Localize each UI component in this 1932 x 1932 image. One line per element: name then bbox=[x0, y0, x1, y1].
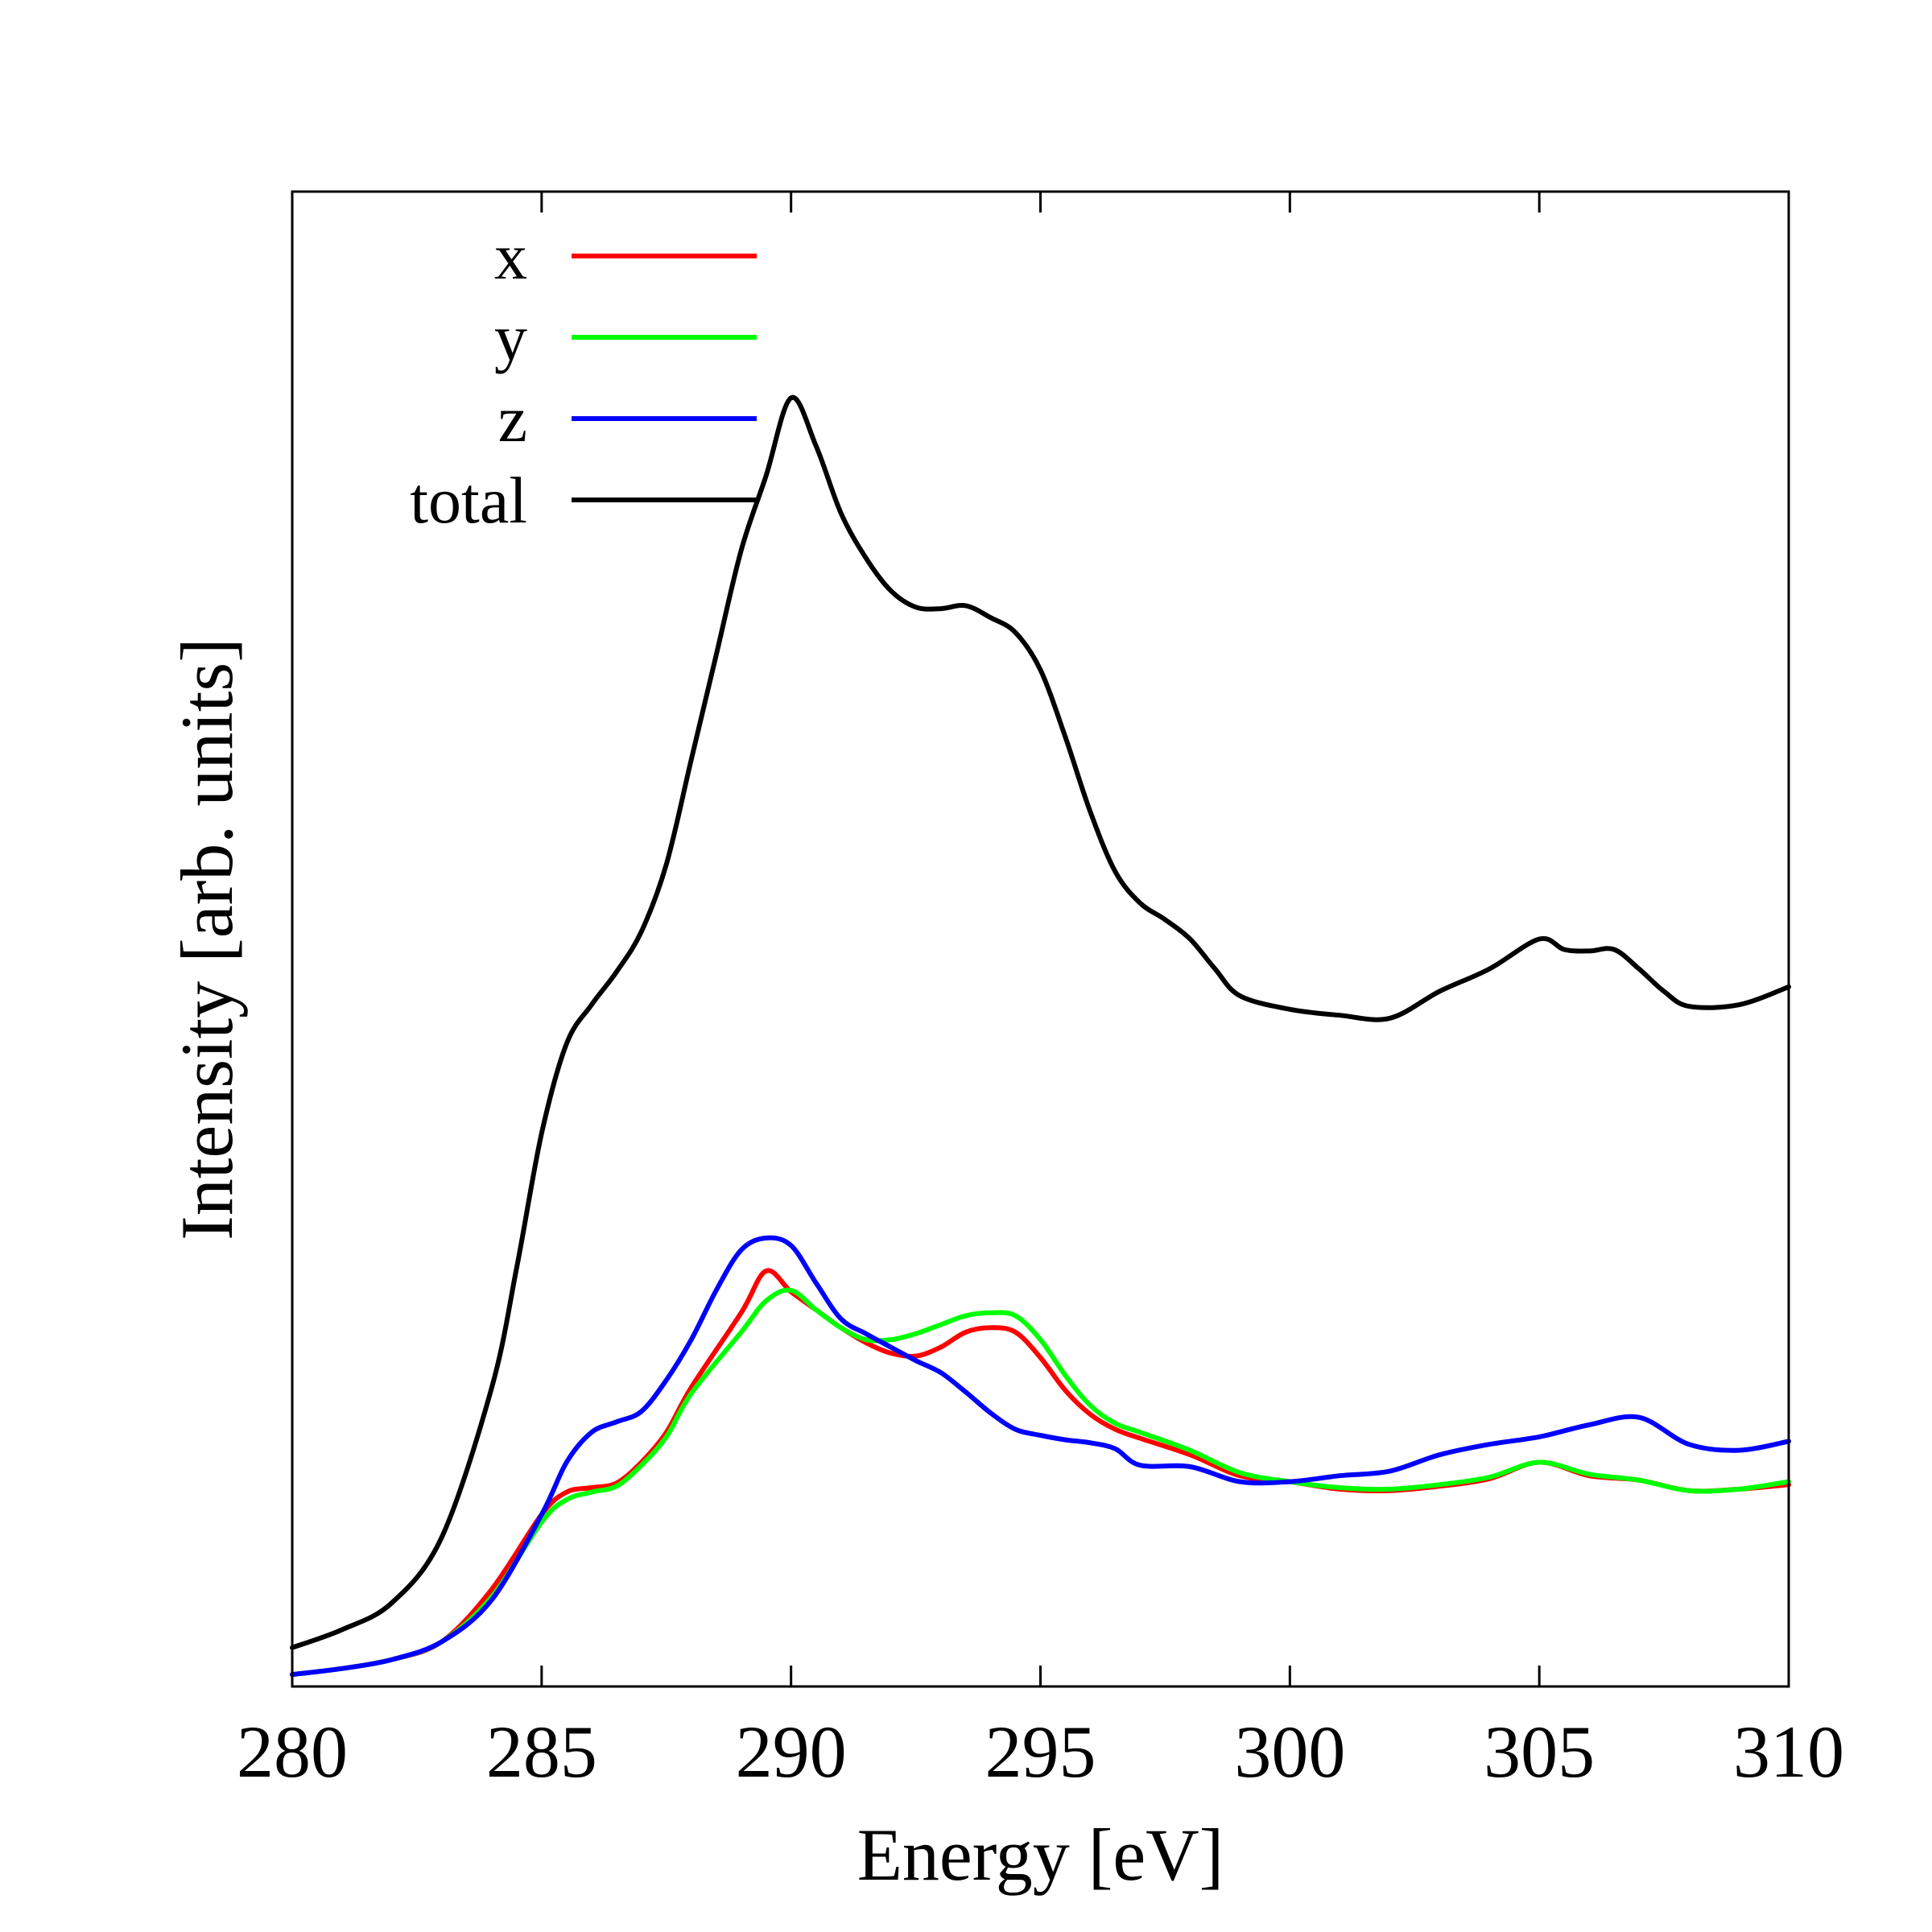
legend: xyz total bbox=[410, 220, 757, 537]
series-line-y bbox=[290, 1287, 1791, 1678]
tick-layer: 280 285 290 295 300 305 310 bbox=[237, 192, 1844, 1793]
x-tick-label: 280 bbox=[237, 1711, 348, 1793]
x-axis-label: Energy [eV] bbox=[857, 1814, 1224, 1896]
legend-label: z bbox=[498, 382, 527, 456]
x-tick-label: 285 bbox=[486, 1711, 597, 1793]
x-tick-label: 300 bbox=[1234, 1711, 1345, 1793]
legend-label: total bbox=[410, 464, 527, 537]
plot-area: 280 285 290 295 300 305 310 bbox=[237, 190, 1844, 1793]
legend-label: y bbox=[494, 301, 527, 374]
legend-item-y: y bbox=[494, 301, 757, 374]
legend-item-x: x bbox=[494, 220, 757, 293]
x-tick-label: 305 bbox=[1484, 1711, 1595, 1793]
y-axis-label: Intensity [arb. units] bbox=[166, 638, 248, 1241]
legend-label: x bbox=[494, 220, 527, 293]
series-layer bbox=[290, 394, 1791, 1678]
series-line-x bbox=[290, 1268, 1791, 1678]
series-line-z bbox=[290, 1235, 1791, 1678]
legend-item-z: z bbox=[498, 382, 757, 456]
x-tick-label: 295 bbox=[985, 1711, 1096, 1793]
legend-item-total: total bbox=[410, 464, 757, 537]
x-tick-label: 290 bbox=[736, 1711, 847, 1793]
series-line-total bbox=[290, 394, 1791, 1650]
x-tick-label: 310 bbox=[1733, 1711, 1844, 1793]
